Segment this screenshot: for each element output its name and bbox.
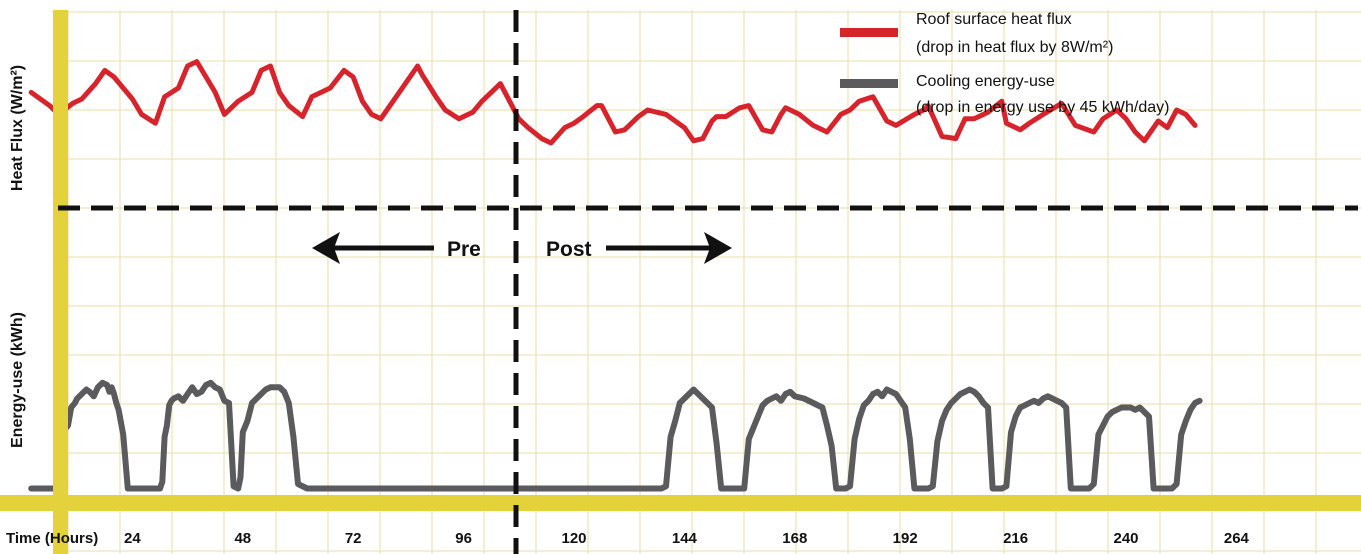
pre-label: Pre xyxy=(447,238,481,261)
x-tick-label: 144 xyxy=(672,530,698,547)
x-tick-label: 72 xyxy=(345,530,362,547)
energy-use-line xyxy=(28,379,1203,492)
y-axis-title-heat-flux: Heat Flux (W/m²) xyxy=(9,65,26,191)
legend-note-energy: (drop in energy use by 45 kWh/day) xyxy=(916,99,1169,116)
post-arrow xyxy=(606,232,732,264)
x-tick-label: 168 xyxy=(782,530,807,547)
legend-note-heat-flux: (drop in heat flux by 8W/m²) xyxy=(916,39,1113,56)
x-axis-bar xyxy=(0,495,1361,511)
series-layer xyxy=(28,59,1203,492)
y-axis-bar xyxy=(53,10,68,554)
x-tick-label: 264 xyxy=(1224,530,1250,547)
x-tick-label: 240 xyxy=(1113,530,1138,547)
x-tick-label: 96 xyxy=(455,530,472,547)
x-tick-label: 120 xyxy=(561,530,586,547)
x-tick-labels: 24 48 72 96 120 144 168 192 216 240 264 xyxy=(124,530,1250,547)
legend: Roof surface heat flux (drop in heat flu… xyxy=(840,11,1169,116)
heat-flux-line xyxy=(28,59,1198,146)
legend-swatch-energy xyxy=(840,79,898,88)
legend-label-energy: Cooling energy-use xyxy=(916,73,1055,90)
post-label: Post xyxy=(546,238,592,261)
x-axis-title: Time (Hours) xyxy=(6,530,98,547)
pre-arrow xyxy=(312,232,434,264)
x-tick-label: 24 xyxy=(124,530,141,547)
y-axis-title-energy: Energy-use (kWh) xyxy=(9,312,26,448)
legend-label-heat-flux: Roof surface heat flux xyxy=(916,11,1072,28)
x-tick-label: 216 xyxy=(1003,530,1028,547)
grid xyxy=(60,10,1361,554)
x-tick-label: 48 xyxy=(234,530,251,547)
x-tick-label: 192 xyxy=(893,530,918,547)
legend-swatch-heat-flux xyxy=(840,28,898,37)
